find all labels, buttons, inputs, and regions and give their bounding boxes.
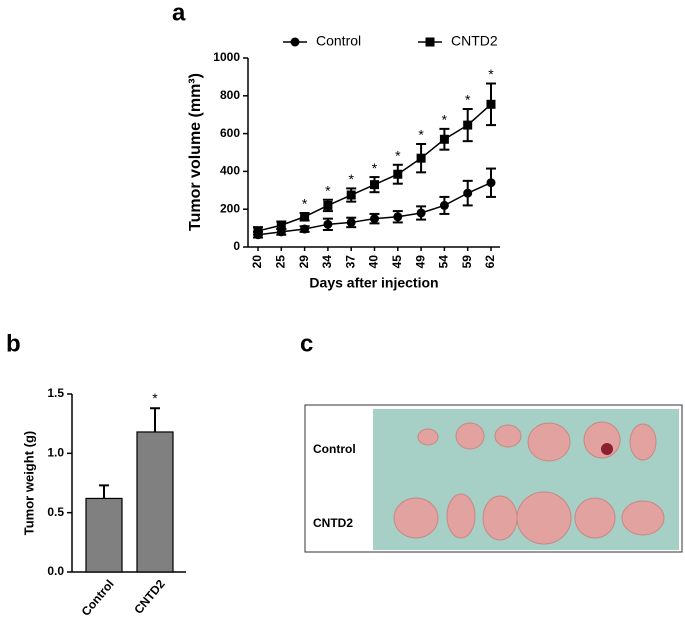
x-tick-label: Control <box>79 577 117 619</box>
marker <box>323 219 333 229</box>
panel-label: a <box>172 0 186 26</box>
marker <box>486 99 496 109</box>
x-tick-label: 59 <box>460 255 474 269</box>
y-tick-label: 1.0 <box>47 446 64 460</box>
tumor-spot <box>601 443 613 455</box>
marker <box>393 212 403 222</box>
row-label: CNTD2 <box>313 516 353 530</box>
x-tick-label: 54 <box>437 255 451 269</box>
marker <box>276 220 286 230</box>
annotation: * <box>488 66 494 82</box>
annotation: * <box>152 390 158 406</box>
legend-label: Control <box>316 33 361 49</box>
marker <box>393 169 403 179</box>
annotation: * <box>302 196 308 212</box>
marker <box>290 37 300 47</box>
marker <box>346 190 356 200</box>
row-label: Control <box>313 442 356 456</box>
x-tick-label: CNTD2 <box>131 577 168 617</box>
y-label: Tumor volume (mm³) <box>187 73 204 231</box>
tumor <box>621 500 665 536</box>
x-tick-label: 62 <box>483 255 497 269</box>
marker <box>416 208 426 218</box>
tumor <box>527 422 571 462</box>
marker <box>486 178 496 188</box>
x-tick-label: 20 <box>250 255 264 269</box>
annotation: * <box>442 112 448 128</box>
tumors <box>393 421 665 545</box>
annotation: * <box>325 182 331 198</box>
marker <box>300 224 310 234</box>
marker <box>439 134 449 144</box>
marker <box>300 212 310 222</box>
y-tick-label: 600 <box>220 126 240 140</box>
y-tick-label: 0 <box>233 239 240 253</box>
y-tick-label: 800 <box>220 88 240 102</box>
marker <box>346 217 356 227</box>
tumor <box>574 497 616 539</box>
y-tick-label: 200 <box>220 201 240 215</box>
y-tick-label: 0.5 <box>47 505 64 519</box>
marker <box>370 180 379 190</box>
tumor <box>629 423 657 461</box>
tumor <box>393 497 439 539</box>
annotation: * <box>348 171 354 187</box>
x-tick-label: 49 <box>413 255 427 269</box>
marker <box>416 153 426 163</box>
x-tick-label: 34 <box>320 255 334 269</box>
panel-label: b <box>6 330 21 357</box>
tumor <box>417 428 439 446</box>
marker <box>323 200 333 210</box>
annotation: * <box>418 127 424 143</box>
marker <box>253 226 263 236</box>
y-tick-label: 400 <box>220 164 240 178</box>
x-tick-label: 40 <box>367 255 381 269</box>
marker <box>425 37 435 47</box>
y-tick-label: 1.5 <box>47 386 64 400</box>
x-tick-label: 37 <box>343 255 357 269</box>
marker <box>463 120 473 130</box>
marker <box>370 214 379 224</box>
x-tick-label: 29 <box>297 255 311 269</box>
tumor <box>516 491 572 545</box>
legend-label: CNTD2 <box>451 33 498 49</box>
annotation: * <box>372 160 378 176</box>
bar <box>136 431 174 573</box>
annotation: * <box>395 147 401 163</box>
marker <box>439 200 449 210</box>
tumor <box>482 495 518 541</box>
x-tick-label: 45 <box>390 255 404 269</box>
x-label: Days after injection <box>309 275 438 291</box>
y-tick-label: 1000 <box>213 50 240 64</box>
marker <box>463 188 473 198</box>
tumor <box>455 422 485 450</box>
panel-label: c <box>300 330 313 357</box>
tumor <box>494 424 522 448</box>
annotation: * <box>465 92 471 108</box>
tumor <box>583 421 621 459</box>
tumor <box>446 493 476 539</box>
bar <box>85 497 123 573</box>
y-tick-label: 0.0 <box>47 564 64 578</box>
y-label: Tumor weight (g) <box>21 431 36 535</box>
x-tick-label: 25 <box>273 255 287 269</box>
